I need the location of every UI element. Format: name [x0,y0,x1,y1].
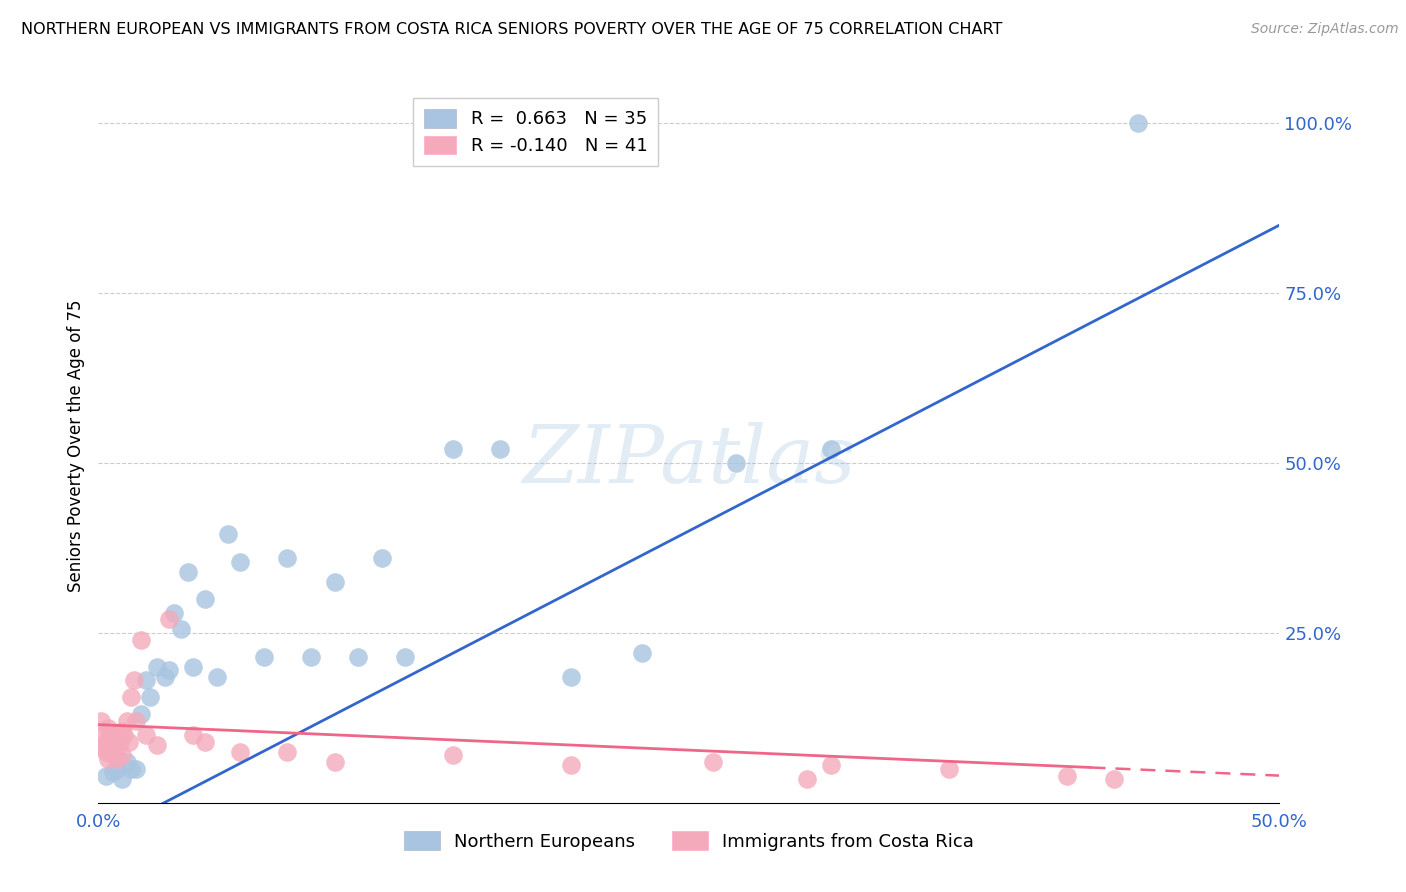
Point [177,565,200,579]
Point [253,649,276,664]
Point [153,670,176,684]
Point [115,755,138,769]
Point [820,758,842,772]
Point [98,728,121,742]
Point [323,574,346,589]
Point [125,714,148,729]
Point [489,442,512,457]
Point [938,762,960,776]
Point [111,772,134,786]
Point [91,741,114,756]
Point [146,738,169,752]
Point [170,623,193,637]
Point [104,728,127,742]
Point [702,755,724,769]
Point [796,772,818,786]
Point [371,551,394,566]
Point [94,769,117,783]
Point [163,606,186,620]
Point [194,734,217,748]
Point [122,673,145,688]
Point [129,632,152,647]
Point [108,734,131,748]
Point [157,663,180,677]
Point [560,758,582,772]
Y-axis label: Seniors Poverty Over the Age of 75: Seniors Poverty Over the Age of 75 [66,300,84,592]
Point [101,748,124,763]
Point [347,649,370,664]
Point [121,762,143,776]
Point [1126,116,1149,130]
Point [630,646,652,660]
Point [157,612,180,626]
Point [135,673,157,688]
Point [97,721,120,735]
Point [101,765,124,780]
Point [97,751,120,765]
Point [115,714,138,729]
Point [94,734,117,748]
Point [105,751,128,765]
Point [181,728,204,742]
Point [118,734,141,748]
Text: Source: ZipAtlas.com: Source: ZipAtlas.com [1251,22,1399,37]
Point [135,728,157,742]
Point [229,745,252,759]
Point [98,741,121,756]
Point [101,738,124,752]
Text: ZIPatlas: ZIPatlas [522,422,856,499]
Point [90,714,112,729]
Point [105,741,128,756]
Point [129,707,152,722]
Point [125,762,148,776]
Point [105,762,128,776]
Point [1056,769,1078,783]
Point [820,442,842,457]
Point [217,527,239,541]
Point [276,745,298,759]
Point [121,690,143,705]
Point [94,745,117,759]
Point [299,649,322,664]
Legend: Northern Europeans, Immigrants from Costa Rica: Northern Europeans, Immigrants from Cost… [396,824,981,858]
Point [1102,772,1125,786]
Point [725,456,748,470]
Point [181,660,204,674]
Point [111,748,134,763]
Point [394,649,416,664]
Point [323,755,346,769]
Point [229,555,252,569]
Point [205,670,228,684]
Point [194,591,217,606]
Point [112,728,135,742]
Point [441,442,464,457]
Point [146,660,169,674]
Point [139,690,162,705]
Point [276,551,298,566]
Point [111,724,134,739]
Point [104,734,127,748]
Point [441,748,464,763]
Point [560,670,582,684]
Point [91,728,114,742]
Text: NORTHERN EUROPEAN VS IMMIGRANTS FROM COSTA RICA SENIORS POVERTY OVER THE AGE OF : NORTHERN EUROPEAN VS IMMIGRANTS FROM COS… [21,22,1002,37]
